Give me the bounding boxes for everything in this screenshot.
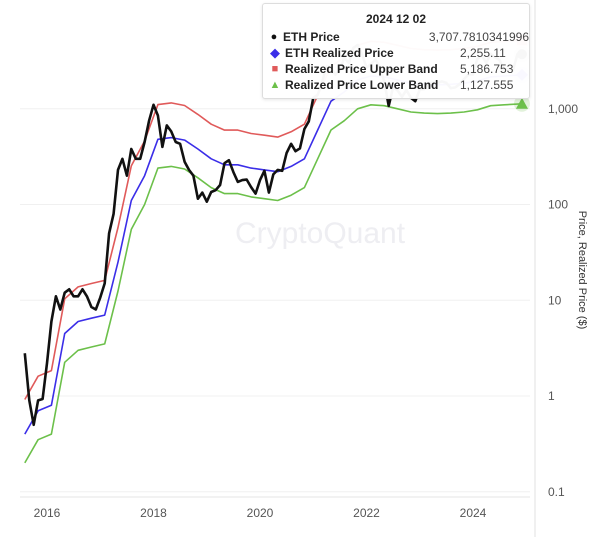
tooltip-label: ETH Price bbox=[283, 30, 340, 44]
y-tick-label: 1,000 bbox=[548, 102, 578, 116]
diamond-icon: ◆ bbox=[270, 45, 280, 60]
tooltip-row-eth-price: ● ETH Price 3,707.7810341996 bbox=[263, 29, 529, 45]
y-tick-label: 0.1 bbox=[548, 485, 565, 499]
x-tick-label: 2022 bbox=[353, 506, 380, 520]
triangle-icon: ▲ bbox=[269, 79, 281, 91]
tooltip-date: 2024 12 02 bbox=[365, 12, 427, 26]
x-tick-label: 2024 bbox=[460, 506, 487, 520]
series-line-lower bbox=[24, 103, 523, 464]
y-tick-label: 100 bbox=[548, 198, 568, 212]
tooltip-value: 1,127.555 bbox=[460, 78, 514, 92]
circle-icon: ● bbox=[270, 31, 278, 43]
x-tick-label: 2020 bbox=[247, 506, 274, 520]
tooltip-label: ETH Realized Price bbox=[285, 46, 394, 60]
tooltip-row-lower: ▲ Realized Price Lower Band 1,127.555 bbox=[263, 77, 529, 93]
x-tick-label: 2018 bbox=[140, 506, 167, 520]
tooltip-value: 5,186.753 bbox=[460, 62, 514, 76]
square-icon: ■ bbox=[271, 63, 279, 75]
tooltip-row-realized: ◆ ETH Realized Price 2,255.11 bbox=[263, 45, 529, 61]
y-tick-label: 10 bbox=[548, 293, 562, 307]
tooltip-label: Realized Price Upper Band bbox=[285, 62, 438, 76]
y-tick-label: 1 bbox=[548, 389, 555, 403]
tooltip-label: Realized Price Lower Band bbox=[285, 78, 439, 92]
watermark: CryptoQuant bbox=[235, 217, 406, 250]
tooltip: 2024 12 02 ● ETH Price 3,707.7810341996 … bbox=[262, 3, 530, 99]
end-marker-lower bbox=[515, 97, 528, 109]
y-axis-title: Price, Realized Price ($) bbox=[576, 210, 588, 330]
series-line-realized bbox=[24, 74, 523, 435]
x-tick-label: 2016 bbox=[34, 506, 61, 520]
tooltip-value: 3,707.7810341996 bbox=[428, 30, 529, 44]
tooltip-value: 2,255.11 bbox=[460, 46, 506, 60]
tooltip-row-upper: ■ Realized Price Upper Band 5,186.753 bbox=[263, 61, 529, 77]
